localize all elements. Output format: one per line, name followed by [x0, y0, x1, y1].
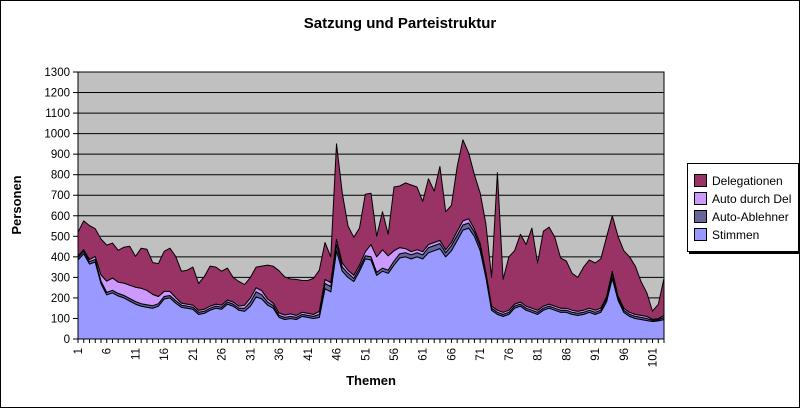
y-tick-label: 0	[64, 334, 70, 346]
y-tick-label: 1100	[45, 108, 70, 120]
x-axis-title: Themen	[346, 373, 396, 388]
y-tick-label: 200	[51, 293, 70, 305]
x-tick-label: 96	[619, 348, 631, 361]
x-tick-label: 71	[475, 348, 487, 361]
legend-swatch-auto-durch-del	[694, 192, 707, 205]
x-tick-label: 31	[245, 348, 257, 361]
legend-label: Delegationen	[712, 173, 783, 188]
x-tick-label: 46	[332, 348, 344, 361]
chart-title: Satzung und Parteistruktur	[303, 15, 497, 32]
legend-label: Stimmen	[712, 227, 760, 242]
legend-swatch-auto-ablehner	[694, 210, 707, 223]
y-tick-label: 100	[51, 313, 70, 325]
x-tick-label: 6	[102, 348, 114, 354]
y-tick-label: 300	[51, 272, 70, 284]
y-axis-title: Personen	[9, 175, 24, 235]
legend-label: Auto-Ablehner	[712, 209, 789, 224]
x-tick-label: 1	[73, 348, 85, 354]
y-tick-label: 1000	[44, 129, 70, 141]
y-tick-label: 400	[51, 252, 70, 264]
x-tick-label: 66	[446, 348, 458, 361]
x-tick-label: 26	[217, 348, 229, 361]
legend-item: Delegationen	[694, 174, 791, 187]
legend-swatch-stimmen	[694, 228, 707, 241]
legend-item: Auto durch Del	[694, 192, 791, 205]
x-tick-label: 11	[130, 348, 142, 360]
x-tick-label: 36	[274, 348, 286, 361]
legend-label: Auto durch Del	[712, 191, 792, 206]
x-tick-label: 56	[389, 348, 401, 361]
y-tick-label: 800	[51, 170, 70, 182]
y-tick-label: 600	[51, 211, 70, 223]
x-tick-label: 81	[533, 348, 545, 361]
x-tick-label: 61	[418, 348, 430, 361]
y-tick-label: 1300	[44, 67, 70, 79]
legend-swatch-delegationen	[694, 174, 707, 187]
y-tick-label: 900	[51, 149, 70, 161]
legend: Delegationen Auto durch Del Auto-Ablehne…	[687, 163, 799, 252]
x-tick-label: 41	[303, 348, 315, 361]
y-tick-label: 700	[51, 190, 70, 202]
y-tick-label: 500	[51, 231, 70, 243]
legend-item: Stimmen	[694, 228, 791, 241]
legend-item: Auto-Ablehner	[694, 210, 791, 223]
x-tick-label: 91	[590, 348, 602, 361]
x-tick-label: 21	[188, 348, 200, 361]
x-tick-label: 76	[504, 348, 516, 361]
x-tick-label: 51	[360, 348, 372, 361]
x-tick-label: 16	[159, 348, 171, 361]
x-tick-label: 86	[561, 348, 573, 361]
y-tick-label: 1200	[44, 88, 70, 100]
x-tick-label: 101	[648, 348, 660, 367]
